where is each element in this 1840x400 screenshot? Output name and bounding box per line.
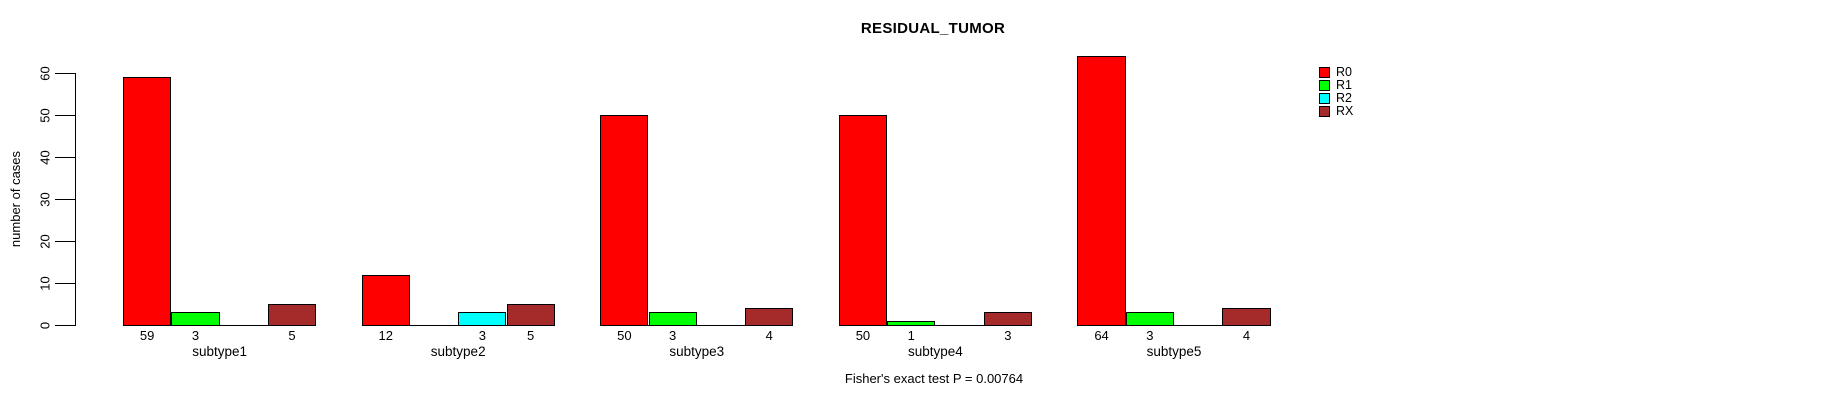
chart-title: RESIDUAL_TUMOR — [860, 20, 1006, 37]
bar-value-label: 50 — [855, 328, 871, 343]
group-baseline — [123, 325, 317, 326]
bar-value-label: 64 — [1094, 328, 1109, 343]
legend-swatch-r0 — [1319, 67, 1330, 78]
bar-r0-subtype5 — [1077, 56, 1126, 326]
fisher-test-note: Fisher's exact test P = 0.00764 — [844, 371, 1024, 386]
bar-value-label: 3 — [1004, 328, 1012, 343]
legend-item-r2: R2 — [1319, 92, 1353, 105]
y-tick — [55, 157, 75, 158]
y-tick-label: 60 — [37, 65, 53, 81]
legend-swatch-rx — [1319, 106, 1330, 117]
bar-r1-subtype4 — [887, 320, 936, 326]
bar-value-label: 3 — [478, 328, 486, 343]
bar-rx-subtype2 — [506, 304, 555, 326]
y-axis-label: number of cases — [8, 150, 23, 248]
y-tick — [55, 283, 75, 284]
bar-r0-subtype1 — [123, 77, 172, 326]
legend-item-r1: R1 — [1319, 79, 1353, 92]
x-category-label: subtype1 — [192, 344, 247, 359]
bar-rx-subtype3 — [745, 308, 794, 326]
y-tick-label: 0 — [37, 321, 53, 329]
bar-value-label: 4 — [1242, 328, 1251, 343]
legend-label: RX — [1336, 104, 1354, 118]
bar-r1-subtype3 — [648, 312, 697, 326]
y-tick — [55, 73, 75, 74]
y-tick — [55, 115, 75, 116]
legend-swatch-r1 — [1319, 80, 1330, 91]
x-category-label: subtype3 — [669, 344, 725, 359]
x-category-label: subtype4 — [907, 344, 963, 359]
y-tick-label: 40 — [37, 149, 53, 165]
y-tick — [55, 325, 75, 326]
y-tick-label: 50 — [37, 107, 53, 123]
bar-rx-subtype5 — [1222, 308, 1271, 326]
bar-value-label: 4 — [765, 328, 773, 343]
group-baseline — [1077, 325, 1271, 326]
bar-value-label: 3 — [669, 328, 677, 343]
y-tick-label: 20 — [37, 233, 53, 249]
legend-swatch-r2 — [1319, 93, 1330, 104]
y-tick — [55, 199, 75, 200]
bar-value-label: 12 — [378, 328, 393, 343]
legend-label: R0 — [1336, 65, 1352, 79]
bar-value-label: 3 — [191, 328, 200, 343]
bar-value-label: 5 — [527, 328, 535, 343]
bar-r1-subtype5 — [1125, 312, 1174, 326]
legend-item-rx: RX — [1319, 105, 1353, 118]
x-category-label: subtype5 — [1146, 344, 1202, 359]
legend-label: R1 — [1336, 78, 1352, 92]
bar-r0-subtype3 — [600, 115, 649, 326]
y-tick-label: 30 — [37, 191, 53, 207]
bar-value-label: 1 — [907, 328, 915, 343]
y-tick — [55, 241, 75, 242]
bar-r2-subtype2 — [458, 312, 507, 326]
bar-value-label: 50 — [617, 328, 632, 343]
bar-r0-subtype2 — [361, 274, 410, 326]
group-baseline — [838, 325, 1032, 326]
bar-r1-subtype1 — [171, 312, 220, 326]
legend: R0 R1 R2 RX — [1319, 66, 1353, 118]
bar-r0-subtype4 — [838, 115, 888, 326]
y-axis-line — [75, 73, 76, 326]
x-category-label: subtype2 — [430, 344, 486, 359]
y-tick-label: 10 — [37, 275, 53, 291]
bar-value-label: 5 — [288, 328, 296, 343]
bar-value-label: 3 — [1146, 328, 1154, 343]
legend-label: R2 — [1336, 91, 1352, 105]
bar-rx-subtype4 — [983, 312, 1032, 326]
bar-value-label: 59 — [139, 328, 155, 343]
bar-rx-subtype1 — [267, 304, 317, 326]
legend-item-r0: R0 — [1319, 66, 1353, 79]
